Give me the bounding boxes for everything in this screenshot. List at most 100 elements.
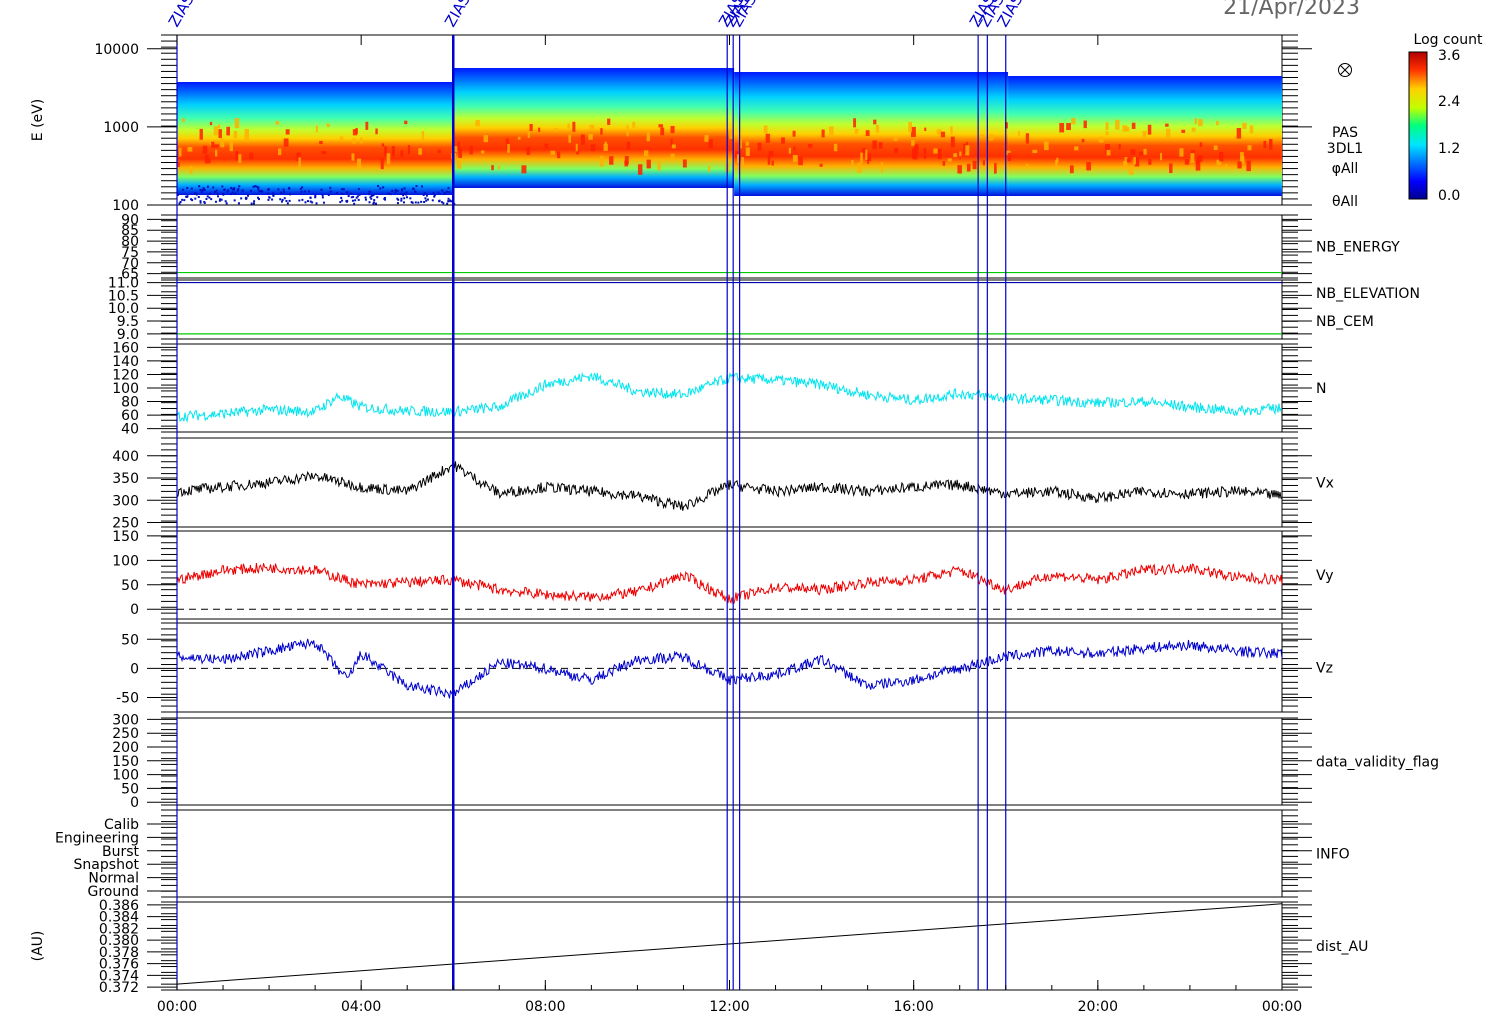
colorbar-tick-3: 1.2 (1438, 141, 1460, 157)
spectrogram-noise (257, 188, 260, 191)
panel-frame (176, 214, 1283, 279)
y-tick-label: 250 (112, 726, 139, 742)
spectrogram-cell (708, 165, 711, 173)
spectrogram-cell (1026, 163, 1029, 169)
spectrogram-cell (481, 150, 485, 154)
spectrogram-cell (1130, 149, 1136, 155)
spectrogram-cell (643, 150, 649, 157)
spectrogram-cell (1191, 127, 1196, 132)
y-tick-label: 0.380 (99, 933, 139, 949)
spectrogram-cell (365, 121, 369, 130)
spectrogram-cell (1249, 125, 1254, 134)
y-tick-label: -50 (116, 690, 139, 706)
spectrogram-cell (576, 149, 579, 155)
spectrogram-noise (406, 196, 409, 199)
spectrogram-noise (394, 191, 397, 194)
x-tick-label: 20:00 (1078, 999, 1118, 1015)
spectrogram-cell (1007, 152, 1012, 162)
spectrogram-cell (475, 119, 480, 127)
spectrogram-cell (517, 136, 521, 140)
spectrogram-cell (708, 128, 711, 133)
spectrogram-noise (402, 201, 405, 204)
series-line (176, 461, 1283, 511)
spectrogram-cell (1131, 122, 1136, 129)
spectrogram-noise (256, 185, 259, 188)
spectrogram-cell (875, 124, 880, 133)
y-tick-label: Normal (88, 871, 139, 887)
spectrogram-noise (203, 201, 206, 204)
spectrogram-noise (400, 199, 403, 202)
spectrogram-noise (448, 191, 451, 194)
y-tick-label: 0 (130, 602, 139, 618)
spectrogram-cell (352, 129, 358, 136)
spectrogram-cell (220, 139, 225, 148)
spectrogram-cell (507, 144, 510, 153)
spectrogram-cell (1179, 148, 1184, 157)
spectrogram-noise (433, 194, 436, 197)
spectrogram-cell (1147, 124, 1152, 135)
spectrogram-noise (384, 198, 387, 201)
spectrogram-cell (283, 138, 289, 147)
spectrogram-cell (646, 159, 651, 169)
spectrogram-noise (315, 202, 318, 205)
spectrogram-cell (209, 121, 213, 126)
spectrogram-cell (1166, 128, 1171, 139)
panel-frame (176, 809, 1283, 898)
spectrogram-noise (214, 200, 217, 203)
spectrogram-noise (303, 190, 306, 193)
series-label: Vx (1316, 476, 1334, 492)
spectrogram-noise (267, 198, 270, 201)
series-line (176, 903, 1283, 985)
spectrogram-noise (234, 192, 237, 195)
spectrogram-noise (300, 190, 303, 193)
spectrogram-cell (553, 127, 558, 132)
series-line (176, 638, 1283, 699)
spectrogram-noise (224, 200, 227, 203)
spectrogram-cell (491, 165, 494, 171)
spectrogram-cell (989, 134, 994, 141)
spectrogram-cell (745, 141, 749, 146)
y-axis-label: (AU) (30, 931, 46, 962)
spectrogram-cell (854, 128, 859, 134)
spectrogram-noise (441, 189, 444, 192)
spectrogram-noise (218, 199, 221, 202)
spectrogram-cell (1105, 122, 1109, 131)
spectrogram-cell (178, 147, 182, 157)
spectrogram-cell (792, 130, 796, 137)
spectrogram-cell (1190, 153, 1195, 163)
spectrogram-noise (341, 199, 344, 202)
y-tick-label: 11.0 (108, 276, 139, 292)
spectrogram-noise (387, 192, 390, 195)
spectrogram-noise (370, 195, 373, 198)
spectrogram-cell (1126, 158, 1131, 163)
colorbar-tick-1: 3.6 (1438, 48, 1460, 64)
spectrogram-cell (235, 151, 239, 161)
spectrogram-cell (979, 134, 985, 138)
spectrogram-cell (1106, 149, 1111, 156)
spectrogram-cell (923, 148, 927, 159)
spectrogram-cell (982, 160, 986, 166)
spectrogram-cell (590, 144, 596, 152)
panel-6: 150 100 50 0 Vy (112, 529, 1334, 620)
spectrogram-cell (199, 128, 203, 140)
spectrogram-cell (632, 121, 636, 128)
spectrogram-noise (306, 200, 309, 203)
spectrogram-cell (1194, 118, 1198, 125)
spectrogram-cell (821, 129, 825, 138)
spectrogram-cell (556, 151, 561, 159)
spectrogram-cell (736, 154, 741, 164)
spectrogram-noise (403, 197, 406, 200)
spectrogram-cell (914, 144, 919, 155)
spectrogram-cell (878, 142, 883, 149)
spectrogram-cell (244, 129, 250, 140)
spectrogram-noise (205, 198, 208, 201)
event-markers (176, 35, 1007, 990)
spectrogram-noise (203, 188, 206, 191)
y-tick-label: 200 (112, 740, 139, 756)
spectrogram-noise (217, 195, 220, 198)
spectrogram-cell (1240, 152, 1244, 162)
spectrogram-cell (202, 145, 208, 154)
spectrogram-cell (781, 137, 785, 144)
spectrogram-cell (933, 148, 938, 154)
spectrogram-noise (426, 198, 429, 201)
